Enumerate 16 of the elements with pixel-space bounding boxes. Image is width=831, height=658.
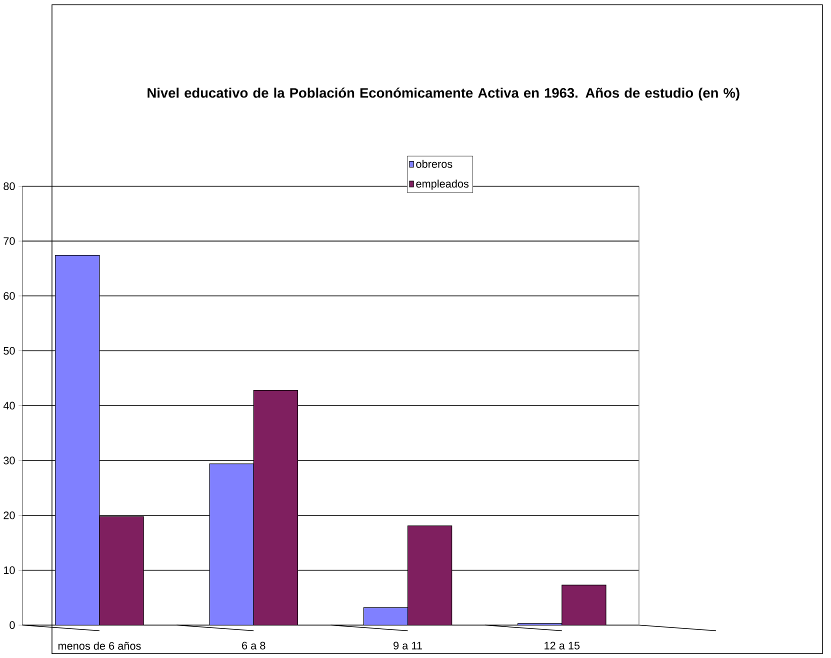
y-tick-label: 80 xyxy=(4,182,15,190)
y-tick-label: 20 xyxy=(4,511,15,520)
x-tick-label: menos de 6 años xyxy=(58,642,141,650)
y-tick-label: 30 xyxy=(4,456,15,464)
y-tick-label: 70 xyxy=(4,237,15,245)
y-tick-label: 0 xyxy=(10,621,15,629)
legend-label: obreros xyxy=(416,160,452,168)
y-tick-label: 40 xyxy=(3,402,15,410)
y-tick-label: 50 xyxy=(4,346,15,354)
chart-title: Nivel educativo de la Población Económicamente Activa en 1963. Años de estudio (en %) xyxy=(148,87,740,100)
x-tick-label: 6 a 8 xyxy=(242,642,266,650)
y-tick-label: 10 xyxy=(4,566,15,574)
x-tick-label: 9 a 11 xyxy=(394,642,422,650)
y-tick-label: 60 xyxy=(4,292,15,300)
legend-label: empleados xyxy=(416,179,469,190)
x-tick-label: 12 a 15 xyxy=(544,642,580,650)
